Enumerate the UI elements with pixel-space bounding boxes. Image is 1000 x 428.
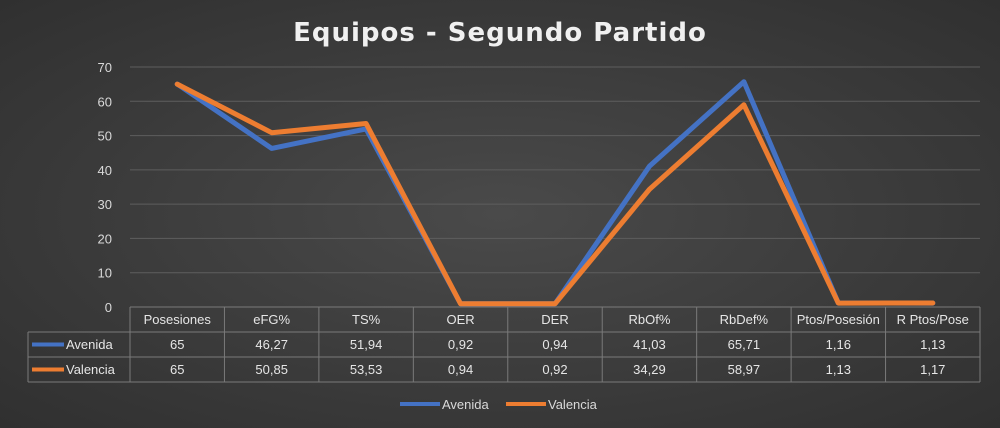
table-series-name: Valencia: [66, 362, 116, 377]
legend-label: Avenida: [442, 397, 490, 412]
series-lines: [174, 79, 936, 307]
table-cell-value: 53,53: [350, 362, 383, 377]
category-label: Posesiones: [144, 312, 212, 327]
category-label: Ptos/Posesión: [797, 312, 880, 327]
table-cell-value: 65: [170, 337, 184, 352]
table-cell-value: 58,97: [728, 362, 761, 377]
table-series-name: Avenida: [66, 337, 114, 352]
table-cell-value: 1,13: [826, 362, 851, 377]
series-line-valencia: [174, 81, 936, 307]
y-tick-label: 60: [98, 94, 112, 109]
category-label: TS%: [352, 312, 381, 327]
table-cell-value: 41,03: [633, 337, 666, 352]
category-label: R Ptos/Pose: [897, 312, 969, 327]
y-tick-label: 20: [98, 231, 112, 246]
table-cell-value: 1,13: [920, 337, 945, 352]
y-tick-label: 10: [98, 266, 112, 281]
table-cell-value: 46,27: [255, 337, 288, 352]
table-cell-value: 0,92: [448, 337, 473, 352]
table-cell-value: 65: [170, 362, 184, 377]
table-cell-value: 50,85: [255, 362, 288, 377]
category-label: RbDef%: [720, 312, 769, 327]
data-table: Posesiones eFG% TS% OER DER RbOf% RbDef% Ptos/P…: [27, 306, 981, 383]
category-label: RbOf%: [628, 312, 670, 327]
y-tick-label: 30: [98, 197, 112, 212]
y-tick-label: 70: [98, 60, 112, 75]
table-cell-value: 0,94: [542, 337, 567, 352]
table-cell-value: 65,71: [728, 337, 761, 352]
category-label: OER: [446, 312, 474, 327]
table-cell-value: 1,17: [920, 362, 945, 377]
table-cell-value: 1,16: [826, 337, 851, 352]
y-axis-ticks: 0 10 20 30 40 50 60 70: [98, 60, 112, 315]
y-tick-label: 0: [105, 300, 112, 315]
y-tick-label: 40: [98, 163, 112, 178]
table-cell-value: 0,92: [542, 362, 567, 377]
gridlines: [130, 66, 980, 308]
legend-label: Valencia: [548, 397, 598, 412]
y-tick-label: 50: [98, 129, 112, 144]
table-cell-value: 34,29: [633, 362, 666, 377]
category-label: DER: [541, 312, 568, 327]
category-label: eFG%: [253, 312, 290, 327]
series-line-avenida: [174, 79, 936, 307]
legend: Avenida Valencia: [400, 397, 598, 412]
table-cell-value: 51,94: [350, 337, 383, 352]
chart-title: Equipos - Segundo Partido: [293, 18, 707, 48]
table-cell-value: 0,94: [448, 362, 473, 377]
